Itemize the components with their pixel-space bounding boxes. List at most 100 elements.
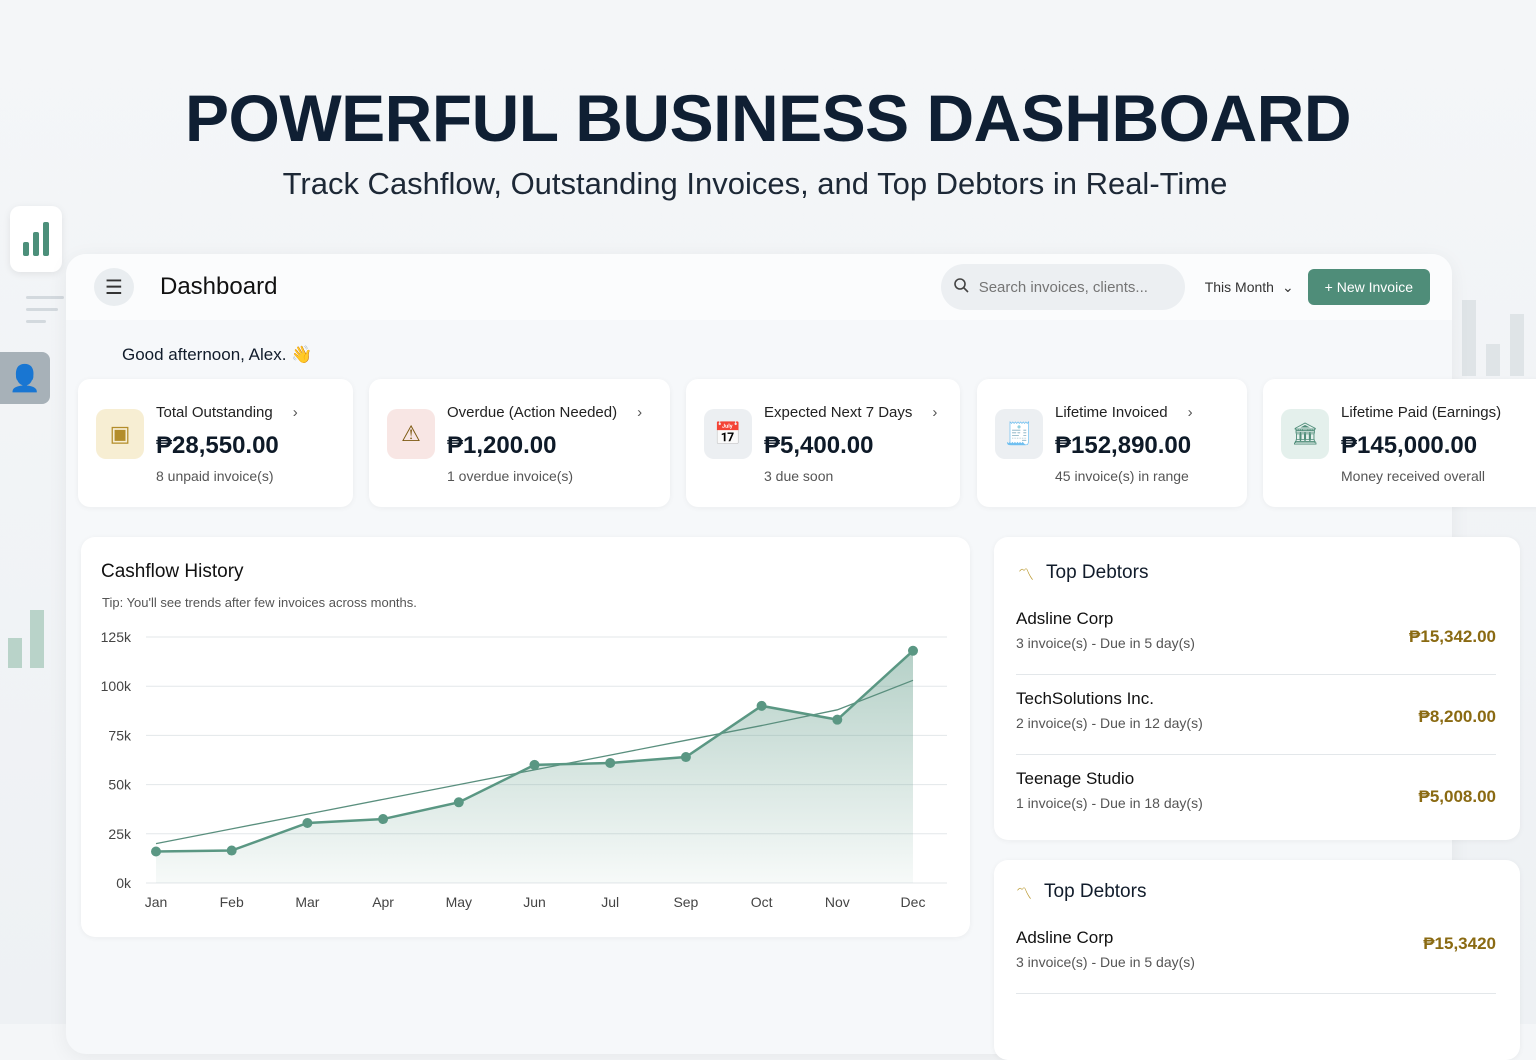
chevron-down-icon: ⌄	[1281, 278, 1294, 295]
stat-card[interactable]: 🧾 Lifetime Invoiced › ₱152,890.00 45 invo…	[977, 379, 1247, 507]
top-debtors-title: Top Debtors	[1046, 562, 1149, 583]
date-range-select[interactable]: This Month ⌄	[1205, 279, 1294, 296]
card-subtext: 3 due soon	[764, 468, 834, 484]
menu-button[interactable]: ☰	[94, 268, 134, 306]
data-point	[605, 757, 616, 768]
x-tick-label: May	[446, 894, 472, 910]
x-tick-label: Feb	[220, 894, 244, 910]
debtor-name: Teenage Studio	[1016, 769, 1135, 788]
decorative-bars	[8, 610, 44, 668]
bar-chart-icon	[10, 206, 62, 272]
data-point	[151, 846, 161, 857]
chevron-right-icon: ›	[1187, 404, 1193, 421]
top-debtors-panel-2: 〽 Top Debtors Adsline Corp 3 invoice(s) -…	[994, 860, 1520, 1060]
y-tick-label: 0k	[116, 875, 132, 891]
debtor-amount: ₱15,3420	[1423, 934, 1496, 953]
chevron-right-icon: ›	[292, 404, 298, 421]
debtor-name: Adsline Corp	[1016, 928, 1114, 947]
search-input[interactable]	[978, 278, 1169, 296]
debtor-name: Adsline Corp	[1016, 609, 1114, 628]
debtor-amount: ₱15,342.00	[1409, 627, 1496, 646]
stat-card[interactable]: 🏛 Lifetime Paid (Earnings) ₱145,000.00 M…	[1263, 379, 1536, 507]
data-point	[302, 817, 313, 828]
chevron-right-icon: ›	[637, 404, 643, 421]
debtor-name: TechSolutions Inc.	[1016, 689, 1154, 708]
data-point	[756, 700, 767, 711]
card-label: Lifetime Paid (Earnings)	[1341, 404, 1502, 421]
card-value: ₱152,890.00	[1055, 432, 1192, 459]
data-point	[226, 845, 237, 856]
decorative-bars	[1462, 300, 1524, 376]
debtor-row[interactable]: Adsline Corp 3 invoice(s) - Due in 5 day…	[1016, 609, 1496, 675]
card-label: Overdue (Action Needed) ›	[447, 404, 643, 421]
receipt-icon: 🧾	[995, 409, 1043, 459]
x-tick-label: Dec	[901, 894, 926, 910]
search-icon	[953, 277, 969, 298]
debtor-meta: 1 invoice(s) - Due in 18 day(s)	[1016, 795, 1203, 811]
y-tick-label: 75k	[108, 727, 132, 743]
cashflow-chart: 0k 25k 50k 75k 100k 125k Jan Feb Mar Apr May Jun Jul…	[101, 629, 947, 910]
card-subtext: 1 overdue invoice(s)	[447, 468, 574, 484]
hero-title: POWERFUL BUSINESS DASHBOARD	[184, 81, 1352, 155]
data-point	[832, 714, 843, 725]
card-subtext: 45 invoice(s) in range	[1055, 468, 1189, 484]
card-value: ₱1,200.00	[447, 432, 557, 459]
y-tick-label: 25k	[108, 826, 132, 842]
x-tick-label: Mar	[295, 894, 319, 910]
data-point	[680, 752, 691, 763]
data-point	[453, 797, 464, 808]
hero-subtitle: Track Cashflow, Outstanding Invoices, an…	[282, 166, 1228, 201]
trend-down-icon: 〽	[1018, 567, 1035, 584]
debtor-meta: 2 invoice(s) - Due in 12 day(s)	[1016, 715, 1203, 731]
calendar-icon: 📅	[704, 409, 752, 459]
debtor-row[interactable]: TechSolutions Inc. 2 invoice(s) - Due in…	[1016, 689, 1496, 755]
x-tick-label: Oct	[751, 894, 773, 910]
debtor-amount: ₱8,200.00	[1418, 707, 1496, 726]
y-tick-label: 125k	[101, 629, 132, 645]
cashflow-tip: Tip: You'll see trends after few invoice…	[102, 595, 417, 610]
card-subtext: 8 unpaid invoice(s)	[156, 468, 274, 484]
search-box[interactable]	[940, 264, 1185, 310]
date-range-label: This Month	[1204, 279, 1274, 295]
data-point	[908, 645, 918, 656]
top-bar: ☰ Dashboard This Month ⌄ + New Invoice	[66, 254, 1452, 320]
wallet-icon: ▣	[96, 409, 144, 459]
greeting: Good afternoon, Alex. 👋	[122, 345, 313, 364]
card-subtext: Money received overall	[1341, 468, 1485, 484]
bank-icon: 🏛	[1281, 409, 1329, 459]
data-point	[529, 759, 540, 770]
x-tick-label: Jan	[145, 894, 168, 910]
debtor-meta: 3 invoice(s) - Due in 5 day(s)	[1016, 635, 1195, 651]
card-value: ₱145,000.00	[1341, 432, 1478, 459]
x-tick-label: Apr	[372, 894, 394, 910]
chevron-right-icon: ›	[932, 404, 938, 421]
warning-icon: ⚠	[387, 409, 435, 459]
x-tick-label: Jun	[523, 894, 546, 910]
x-tick-label: Jul	[601, 894, 619, 910]
card-value: ₱28,550.00	[156, 432, 279, 459]
new-invoice-button[interactable]: + New Invoice	[1307, 269, 1430, 305]
y-tick-label: 50k	[108, 777, 132, 793]
x-tick-label: Nov	[825, 894, 850, 910]
debtor-row[interactable]: Teenage Studio 1 invoice(s) - Due in 18 …	[1016, 769, 1496, 835]
stat-card[interactable]: ▣ Total Outstanding › ₱28,550.00 8 unpaid…	[78, 379, 353, 507]
y-tick-label: 100k	[101, 678, 132, 694]
cashflow-title: Cashflow History	[101, 561, 244, 582]
stat-card[interactable]: 📅 Expected Next 7 Days › ₱5,400.00 3 due …	[686, 379, 960, 507]
card-label: Lifetime Invoiced ›	[1055, 404, 1193, 421]
trend-down-icon: 〽	[1016, 886, 1033, 903]
user-icon: 👤	[0, 352, 50, 404]
stat-card[interactable]: ⚠ Overdue (Action Needed) › ₱1,200.00 1 o…	[369, 379, 670, 507]
card-label: Expected Next 7 Days ›	[764, 404, 938, 421]
data-point	[378, 814, 389, 825]
decorative-lines	[26, 296, 64, 332]
x-tick-label: Sep	[673, 894, 698, 910]
debtor-amount: ₱5,008.00	[1418, 787, 1496, 806]
debtor-row[interactable]: Adsline Corp 3 invoice(s) - Due in 5 day…	[1016, 928, 1496, 994]
cashflow-panel: Cashflow History Tip: You'll see trends …	[81, 537, 970, 937]
card-value: ₱5,400.00	[764, 432, 874, 459]
page-title: Dashboard	[160, 273, 278, 300]
card-label: Total Outstanding ›	[156, 404, 298, 421]
debtor-meta: 3 invoice(s) - Due in 5 day(s)	[1016, 954, 1195, 970]
top-debtors-panel: 〽 Top Debtors Adsline Corp 3 invoice(s) -…	[994, 537, 1520, 840]
